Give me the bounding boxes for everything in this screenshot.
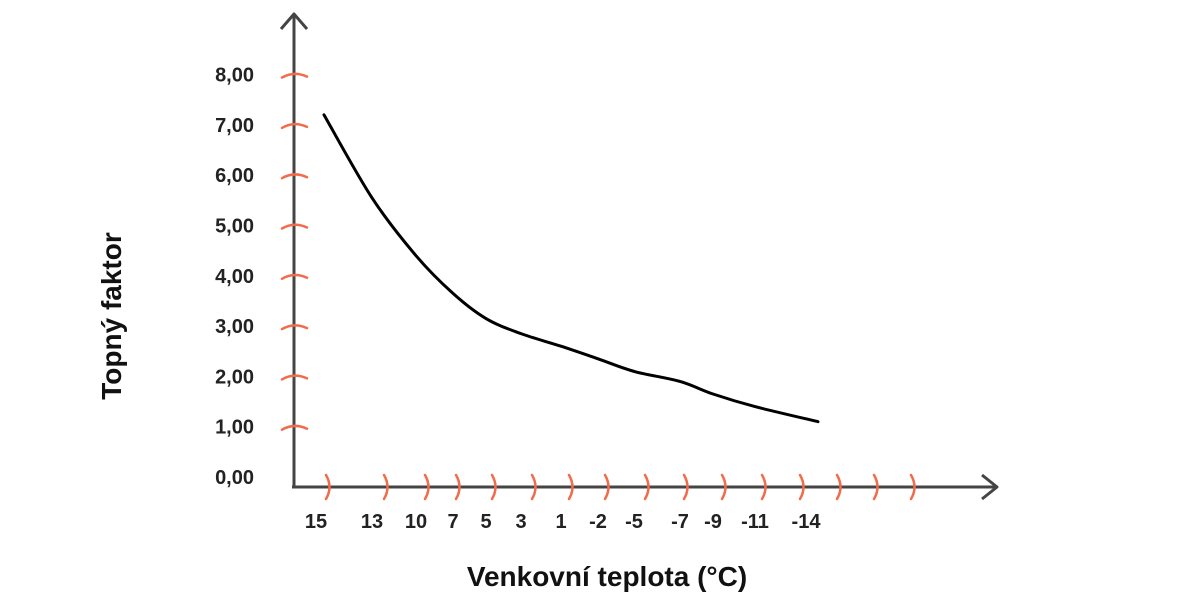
x-tick-mark: [643, 473, 650, 501]
x-tick-mark: [324, 473, 331, 501]
y-tick-label: 5,00: [215, 216, 254, 238]
x-tick-mark: [567, 473, 574, 501]
x-tick-mark: [603, 473, 610, 501]
y-tick-label: 8,00: [215, 65, 254, 87]
y-tick-mark: [280, 122, 309, 130]
y-tick-mark: [280, 424, 309, 431]
x-tick-mark: [382, 473, 389, 501]
y-ticks: 0,00 1,00 2,00 3,00 4,00 5,00 6,00 7,00 8,00: [215, 65, 309, 489]
x-tick-label: -11: [741, 511, 769, 533]
x-tick-label: 3: [515, 511, 526, 533]
y-tick-label: 0,00: [215, 467, 254, 489]
x-tick-mark: [720, 473, 727, 501]
axes: [279, 12, 999, 501]
x-tick-mark: [909, 473, 916, 501]
x-axis-title: Venkovní teplota (°C): [467, 561, 747, 592]
y-tick-label: 2,00: [215, 366, 254, 388]
x-tick-label: 1: [555, 511, 566, 533]
y-tick-label: 4,00: [215, 266, 254, 288]
x-tick-label: -2: [589, 511, 607, 533]
x-tick-label: -7: [671, 511, 689, 533]
x-tick-mark: [454, 473, 461, 501]
x-tick-label: 13: [361, 511, 383, 533]
x-tick-label: 7: [447, 511, 458, 533]
x-tick-mark: [530, 473, 537, 501]
x-tick-label: -5: [625, 511, 643, 533]
x-tick-mark: [682, 473, 689, 501]
y-tick-mark: [280, 223, 309, 230]
x-tick-label: -9: [704, 511, 722, 533]
y-tick-mark: [280, 72, 309, 79]
x-decor-ticks: [324, 473, 916, 501]
x-tick-label: -14: [792, 511, 822, 533]
x-tick-mark: [423, 473, 430, 501]
x-tick-label: 5: [480, 511, 491, 533]
x-tick-label: 15: [305, 511, 327, 533]
x-ticks: 15 13 10 7 5 3 1 -2 -5 -7 -9 -11 -14: [305, 511, 821, 533]
series-line: [322, 113, 820, 424]
y-tick-mark: [280, 273, 309, 281]
x-tick-mark: [490, 473, 497, 501]
y-tick-label: 3,00: [215, 316, 254, 338]
x-tick-mark: [872, 473, 879, 501]
y-tick-mark: [280, 324, 309, 331]
y-tick-label: 7,00: [215, 115, 254, 137]
x-tick-label: 10: [405, 511, 427, 533]
x-tick-mark: [760, 473, 767, 501]
x-tick-mark: [798, 473, 805, 501]
y-tick-label: 6,00: [215, 165, 254, 187]
x-tick-mark: [835, 473, 842, 501]
y-axis-title: Topný faktor: [96, 232, 127, 400]
y-axis-arrow: [279, 12, 309, 30]
y-tick-mark: [280, 173, 309, 180]
y-tick-mark: [280, 374, 309, 381]
x-axis-arrow: [981, 473, 999, 501]
y-tick-label: 1,00: [215, 417, 254, 439]
